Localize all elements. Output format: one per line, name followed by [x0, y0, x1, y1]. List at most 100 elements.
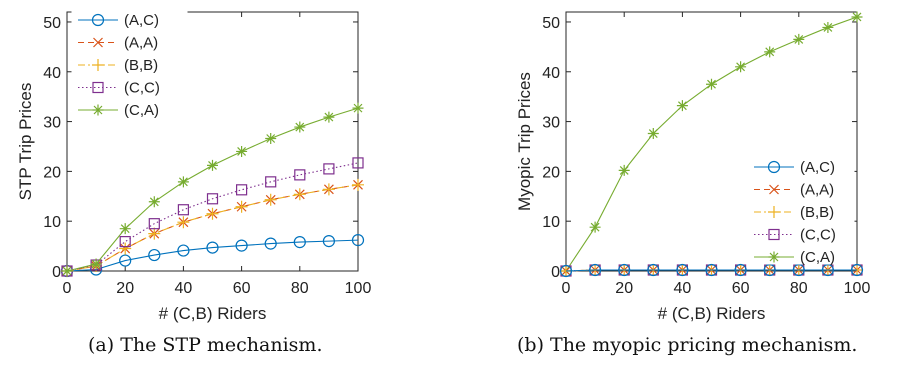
y-tick-label: 20: [542, 164, 560, 181]
data-point-cc: [119, 236, 131, 248]
data-point-ca: [119, 223, 131, 235]
axes-box: [66, 11, 359, 272]
chart-stp: 0 20 40 60 80 100 0 10 20 30 40 50 # (C,B) Riders STP…: [16, 8, 372, 323]
data-point-bb: [322, 183, 335, 196]
data-point-ca: [822, 21, 834, 33]
series-cc: [61, 157, 364, 277]
y-tick-label: 40: [43, 65, 61, 82]
data-point-ac: [148, 248, 161, 262]
data-point-ac: [705, 263, 718, 277]
y-tick-label: 20: [43, 164, 61, 181]
x-tick-label: 20: [615, 280, 633, 297]
series-line-ac: [66, 239, 359, 272]
legend-marker: [768, 251, 780, 263]
data-point-ac: [792, 263, 805, 277]
series-ca: [61, 102, 364, 277]
x-tick-label: 60: [233, 280, 251, 297]
data-point-ca: [294, 121, 306, 133]
data-point-ca: [589, 221, 601, 233]
data-point-ca: [647, 128, 659, 140]
legend-entry: (B,B): [800, 204, 834, 221]
caption-stp: (a) The STP mechanism.: [88, 334, 323, 356]
data-point-ac: [588, 263, 602, 277]
data-point-ac: [235, 239, 248, 252]
data-point-bb: [235, 200, 248, 213]
data-point-cc: [265, 176, 277, 188]
data-point-ac: [177, 244, 190, 257]
y-tick-label: 0: [52, 264, 61, 281]
x-tick-label: 80: [790, 280, 808, 297]
data-point-cc: [352, 157, 364, 169]
data-point-ca: [207, 159, 218, 171]
data-point-ca: [793, 33, 805, 45]
legend-entry: (C,A): [800, 249, 835, 266]
legend-entry: (C,A): [124, 102, 159, 119]
series-ac: [60, 234, 365, 278]
x-tick-label: 0: [63, 280, 72, 297]
data-point-ac: [119, 254, 132, 267]
data-point-ac: [850, 263, 864, 277]
x-axis-label: # (C,B) Riders: [658, 304, 766, 323]
y-tick-label: 10: [542, 214, 560, 231]
data-point-ac: [734, 263, 747, 277]
y-tick-label: 50: [542, 15, 560, 32]
series-line-cc: [66, 162, 359, 272]
legend-marker: [91, 13, 105, 27]
legend-marker: [767, 160, 781, 174]
x-tick-label: 100: [345, 280, 372, 297]
x-tick-label: 80: [291, 280, 309, 297]
data-point-ac: [206, 241, 219, 254]
legend: (A,C) (A,A) (B,B) (C,C) (C,A): [747, 155, 855, 266]
y-axis-label: Myopic Trip Prices: [515, 72, 534, 211]
data-point-ac: [264, 237, 277, 250]
legend-entry: (A,A): [800, 182, 834, 199]
y-axis-label: STP Trip Prices: [16, 83, 35, 201]
legend-entry: (A,C): [124, 12, 159, 29]
data-point-bb: [148, 227, 161, 240]
x-tick-label: 40: [175, 280, 193, 297]
data-point-bb: [293, 188, 306, 201]
data-point-cc: [294, 169, 306, 181]
legend-marker: [92, 59, 104, 71]
y-tick-label: 40: [542, 65, 560, 82]
data-point-ac: [676, 263, 689, 277]
data-point-ac: [293, 236, 306, 249]
data-point-ca: [177, 176, 189, 188]
data-point-ca: [61, 265, 73, 277]
legend-entry: (A,A): [124, 35, 158, 52]
legend: (A,C) (A,A) (B,B) (C,C) (C,A): [71, 8, 188, 120]
legend-entry: (A,C): [800, 159, 835, 176]
data-point-ac: [647, 263, 660, 277]
data-point-cc: [323, 163, 335, 175]
legend-marker: [768, 206, 780, 218]
data-point-ca: [706, 78, 717, 90]
y-tick-label: 0: [551, 264, 560, 281]
x-tick-label: 100: [844, 280, 871, 297]
data-point-cc: [148, 218, 160, 230]
data-point-bb: [264, 193, 277, 206]
data-point-ca: [352, 102, 364, 114]
data-point-ac: [322, 235, 335, 248]
data-point-bb: [206, 207, 219, 220]
series-line-ca: [66, 107, 359, 272]
data-point-ca: [676, 100, 688, 112]
series-line-ac: [565, 269, 857, 272]
legend-entry: (C,C): [800, 227, 836, 244]
y-tick-label: 10: [43, 214, 61, 231]
data-point-ac: [618, 263, 631, 277]
x-axis-label: # (C,B) Riders: [159, 304, 267, 323]
legend-entry: (B,B): [124, 57, 158, 74]
data-point-bb: [352, 178, 364, 191]
legend-entry: (C,C): [124, 80, 160, 97]
x-tick-label: 60: [732, 280, 750, 297]
legend-box: [71, 8, 188, 120]
series-line-aa: [66, 184, 359, 272]
data-point-ca: [236, 145, 248, 157]
data-point-ca: [265, 133, 277, 145]
data-point-ca: [148, 196, 160, 208]
data-point-ca: [323, 111, 335, 123]
caption-myopic: (b) The myopic pricing mechanism.: [517, 334, 858, 356]
data-point-bb: [177, 216, 190, 229]
data-point-bb: [119, 242, 132, 255]
data-point-ca: [90, 258, 102, 270]
